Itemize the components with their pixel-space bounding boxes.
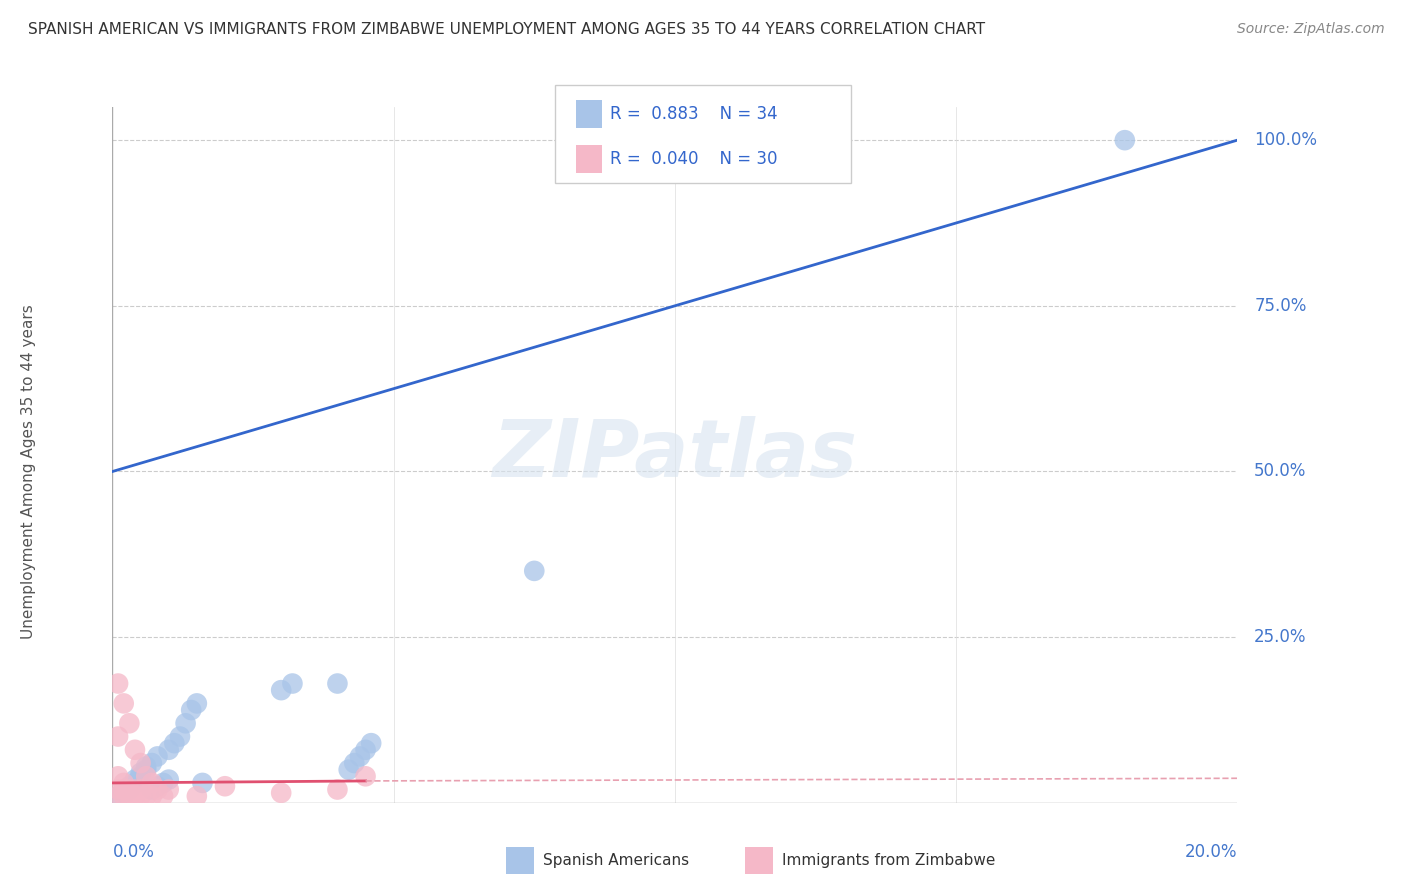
Text: Unemployment Among Ages 35 to 44 years: Unemployment Among Ages 35 to 44 years [21,304,35,639]
Point [112,786,135,800]
Point [157,743,180,757]
Point [326,676,349,690]
Point [157,772,180,787]
Point [129,769,152,783]
Point [281,676,304,690]
Point [135,769,157,783]
Text: SPANISH AMERICAN VS IMMIGRANTS FROM ZIMBABWE UNEMPLOYMENT AMONG AGES 35 TO 44 YE: SPANISH AMERICAN VS IMMIGRANTS FROM ZIMB… [28,22,986,37]
Point [107,789,129,804]
Point [112,789,135,804]
Point [107,769,129,783]
Text: 20.0%: 20.0% [1185,843,1237,861]
Text: 25.0%: 25.0% [1254,628,1306,646]
Text: 50.0%: 50.0% [1254,462,1306,481]
Point [112,782,135,797]
Point [146,749,169,764]
Point [152,789,174,804]
Point [169,730,191,744]
Point [107,789,129,804]
Point [124,772,146,787]
Point [129,782,152,797]
Point [354,769,377,783]
Text: Spanish Americans: Spanish Americans [543,854,689,868]
Text: Source: ZipAtlas.com: Source: ZipAtlas.com [1237,22,1385,37]
Point [326,782,349,797]
Point [135,763,157,777]
Point [135,789,157,804]
Point [337,763,360,777]
Point [141,776,163,790]
Point [214,779,236,793]
Text: R =  0.040    N = 30: R = 0.040 N = 30 [610,150,778,168]
Point [118,779,141,793]
Point [135,759,157,773]
Point [174,716,197,731]
Point [107,676,129,690]
Point [152,776,174,790]
Point [124,789,146,804]
Point [163,736,186,750]
Point [129,756,152,770]
Text: 75.0%: 75.0% [1254,297,1306,315]
Point [118,782,141,797]
Point [191,776,214,790]
Point [107,782,129,797]
Point [129,789,152,804]
Text: R =  0.883    N = 34: R = 0.883 N = 34 [610,105,778,123]
Point [118,782,141,797]
Point [112,697,135,711]
Point [141,756,163,770]
Point [1114,133,1136,147]
Point [186,697,208,711]
Point [343,756,366,770]
Point [146,779,169,793]
Point [112,776,135,790]
Point [124,782,146,797]
Point [146,782,169,797]
Point [112,782,135,797]
Text: ZIPatlas: ZIPatlas [492,416,858,494]
Point [270,683,292,698]
Point [360,736,382,750]
Point [523,564,546,578]
Text: 100.0%: 100.0% [1254,131,1317,149]
Point [180,703,202,717]
Point [107,730,129,744]
Point [141,782,163,797]
Point [124,743,146,757]
Point [118,716,141,731]
Point [124,776,146,790]
Text: Immigrants from Zimbabwe: Immigrants from Zimbabwe [782,854,995,868]
Point [118,789,141,804]
Point [186,789,208,804]
Point [349,749,371,764]
Text: 0.0%: 0.0% [112,843,155,861]
Point [157,782,180,797]
Point [129,766,152,780]
Point [141,789,163,804]
Point [354,743,377,757]
Point [270,786,292,800]
